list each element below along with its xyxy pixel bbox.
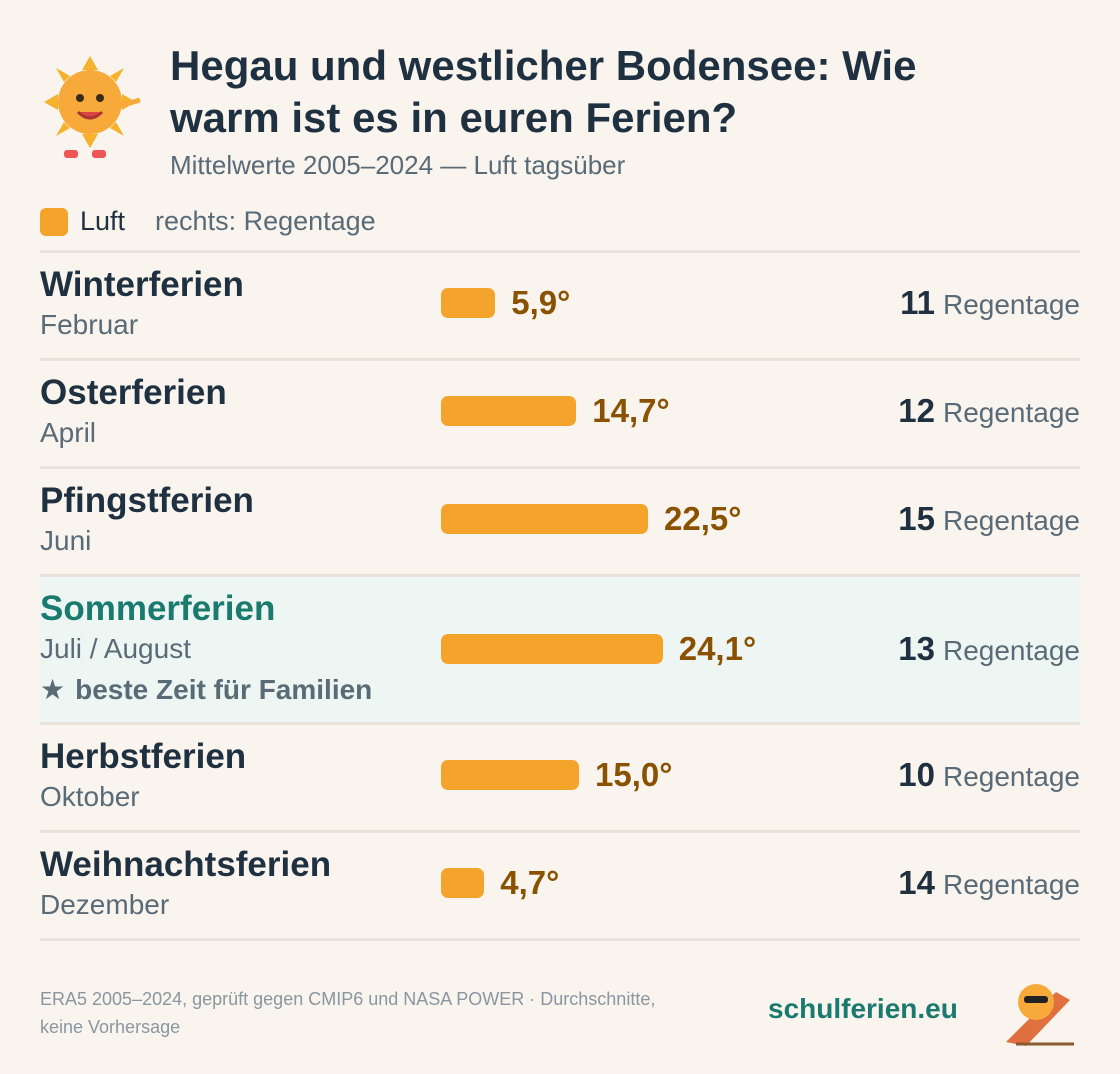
separator (40, 358, 1080, 361)
value-label: 14,7° (592, 392, 670, 429)
highlight-text: beste Zeit für Familien (75, 673, 373, 705)
separator (40, 466, 1080, 469)
row-name: Sommerferien (40, 589, 276, 628)
value-label: 5,9° (511, 284, 571, 321)
row: Herbstferien Oktober 15,0° 10 Regentage (40, 725, 1080, 830)
bar (441, 504, 648, 534)
row-month: Oktober (40, 781, 140, 812)
rain-value: 12 (898, 392, 935, 429)
row-name: Pfingstferien (40, 481, 254, 520)
rain-unit: Regentage (942, 635, 1080, 666)
legend: Luft rechts: Regentage (40, 206, 376, 237)
source-note: ERA5 2005–2024, geprüft gegen CMIP6 und … (40, 989, 656, 1037)
row-name: Herbstferien (40, 737, 247, 776)
sun-mascot (44, 56, 141, 158)
bar (441, 634, 663, 664)
sun-chair-icon (1006, 984, 1074, 1046)
row-name: Weihnachtsferien (40, 845, 332, 884)
rain-value: 11 (900, 284, 935, 321)
separator (40, 250, 1080, 253)
legend-label: Luft (80, 206, 126, 236)
star-icon: ★ (40, 674, 66, 705)
value-label: 4,7° (500, 864, 560, 901)
highlight-note: ★ beste Zeit für Familien (40, 673, 372, 706)
separator (40, 938, 1080, 941)
rain-days: 10 Regentage (898, 756, 1080, 794)
separator (40, 574, 1080, 577)
rain-unit: Regentage (942, 761, 1080, 792)
row-month: Juli / August (40, 633, 191, 664)
rain-days: 11 Regentage (900, 284, 1080, 322)
value-label: 22,5° (664, 500, 742, 537)
rain-days: 14 Regentage (898, 864, 1080, 902)
bar (441, 396, 577, 426)
rain-unit: Regentage (942, 289, 1080, 320)
subtitle: Mittelwerte 2005–2024 — Luft tagsüber (170, 150, 626, 180)
rain-value: 15 (898, 500, 935, 537)
rain-unit: Regentage (942, 869, 1080, 900)
rain-days: 15 Regentage (898, 500, 1080, 538)
rain-days: 13 Regentage (898, 630, 1080, 668)
rain-note: rechts: Regentage (155, 206, 376, 236)
rain-value: 14 (898, 864, 935, 901)
legend-swatch (40, 207, 68, 236)
value-label: 15,0° (595, 756, 673, 793)
bar (441, 760, 579, 790)
bar (441, 868, 485, 898)
bar (441, 288, 496, 318)
rain-unit: Regentage (942, 505, 1080, 536)
row-month: Februar (40, 309, 139, 340)
row: Winterferien Februar 5,9° 11 Regentage (40, 253, 1080, 358)
separator (40, 722, 1080, 725)
chart-title: Hegau und westlicher Bodensee: Wie warm … (170, 42, 917, 141)
row-name: Winterferien (40, 265, 244, 304)
row: Weihnachtsferien Dezember 4,7° 14 Regentage (40, 833, 1080, 938)
rain-unit: Regentage (942, 397, 1080, 428)
row: Pfingstferien Juni 22,5° 15 Regentage (40, 469, 1080, 574)
separator (40, 830, 1080, 833)
row-month: Dezember (40, 889, 170, 920)
rain-days: 12 Regentage (898, 392, 1080, 430)
rain-value: 13 (898, 630, 935, 667)
row: Osterferien April 14,7° 12 Regentage (40, 361, 1080, 466)
rain-value: 10 (898, 756, 935, 793)
value-label: 24,1° (678, 630, 757, 667)
row-month: Juni (40, 525, 92, 556)
brand: schulferien.eu (768, 993, 958, 1024)
row-name: Osterferien (40, 373, 227, 412)
row: Sommerferien Juli / August ★ beste Zeit für… (40, 577, 1080, 722)
row-month: April (40, 417, 97, 448)
